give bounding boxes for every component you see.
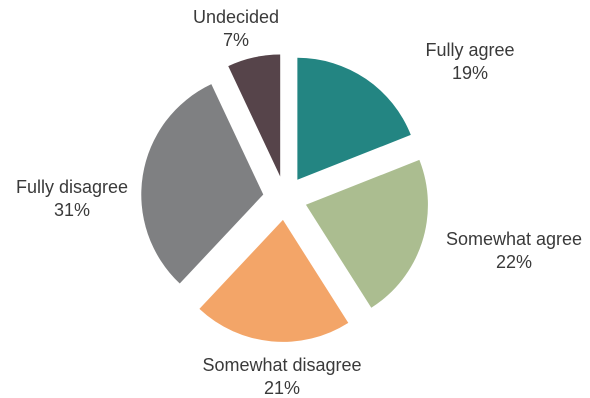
slice-value-label: 21%	[264, 378, 300, 398]
pie-slice-somewhat-agree	[305, 159, 428, 308]
slice-label: Fully disagree	[16, 177, 128, 197]
slice-value-label: 31%	[54, 200, 90, 220]
slice-value-label: 22%	[496, 252, 532, 272]
slice-label: Fully agree	[425, 40, 514, 60]
slice-label: Undecided	[193, 7, 279, 27]
pie-slice-undecided	[228, 54, 281, 177]
pie-slice-somewhat-disagree	[199, 219, 349, 342]
slice-value-label: 19%	[452, 63, 488, 83]
slice-label: Somewhat agree	[446, 229, 582, 249]
pie-slice-fully-agree	[297, 57, 411, 180]
slice-value-label: 7%	[223, 30, 249, 50]
pie-slice-fully-disagree	[141, 84, 264, 284]
slice-label: Somewhat disagree	[202, 355, 361, 375]
